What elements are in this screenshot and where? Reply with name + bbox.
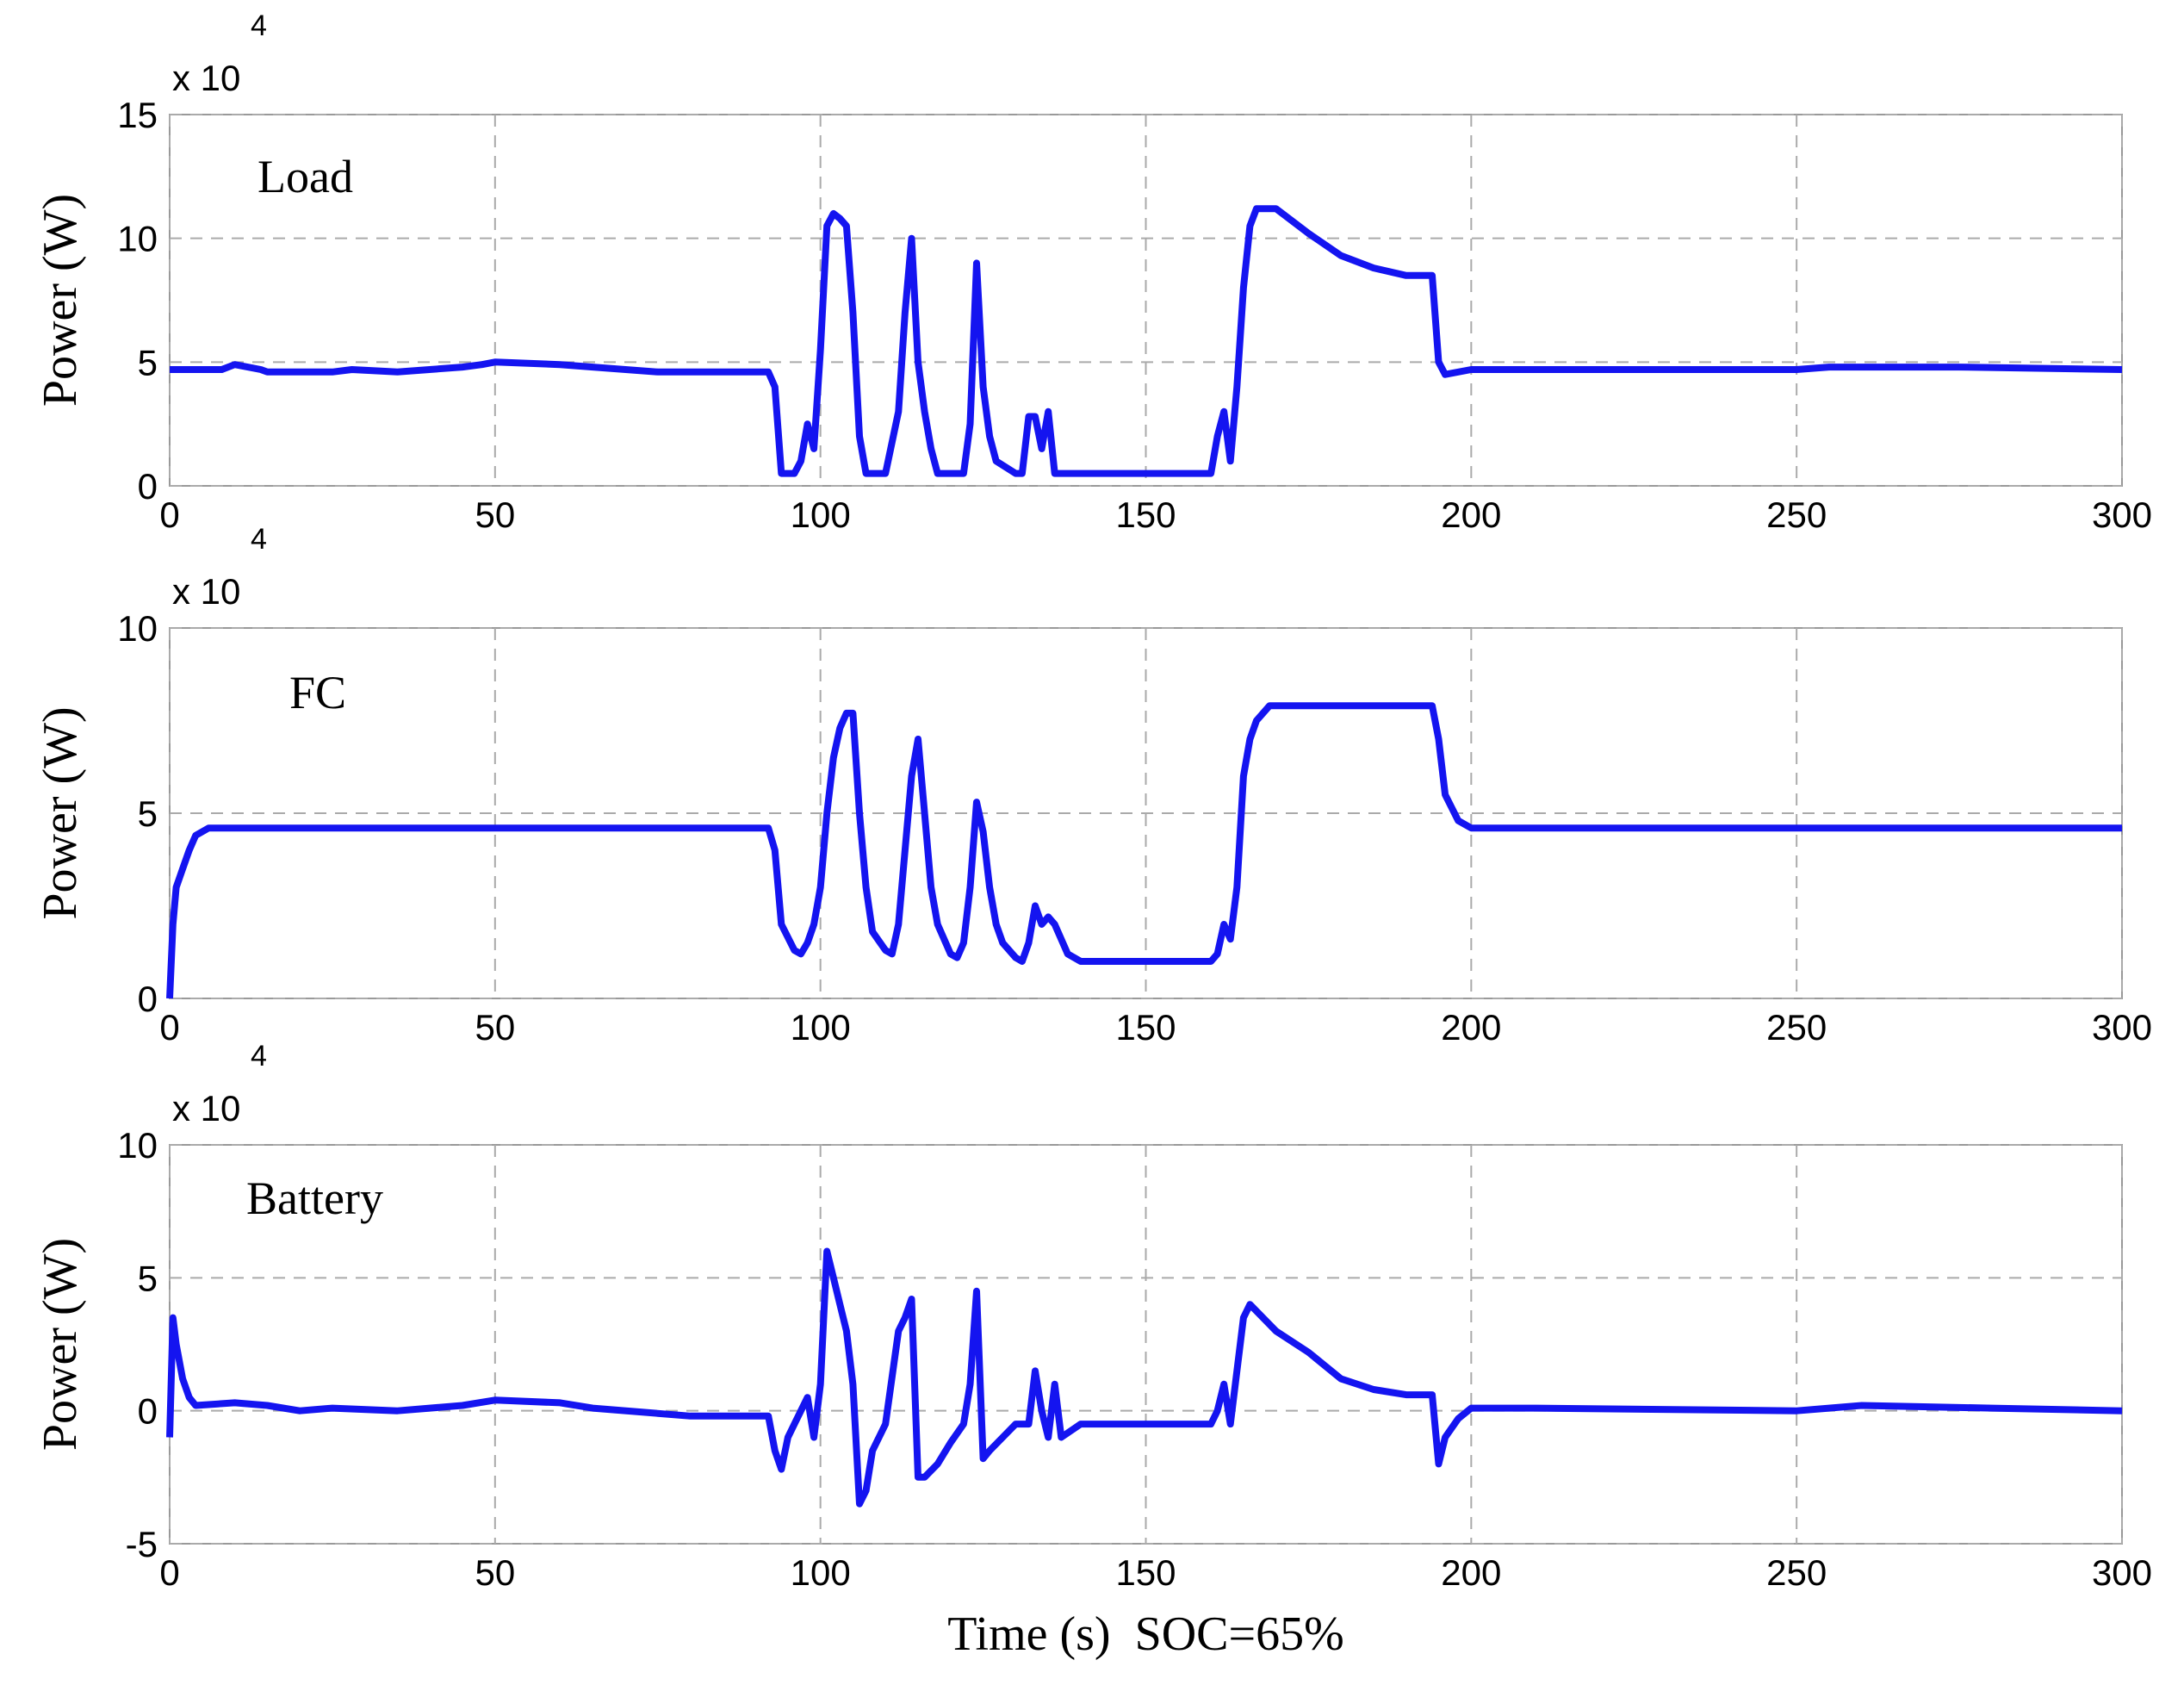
y-axis-label: Power (W) xyxy=(34,194,87,407)
x-tick-label: 200 xyxy=(1441,1007,1501,1048)
x-tick-label: 200 xyxy=(1441,494,1501,535)
x-tick-label: 50 xyxy=(475,494,515,535)
data-line xyxy=(166,702,2122,999)
annotation: FC xyxy=(289,667,346,718)
x-tick-label: 50 xyxy=(475,1007,515,1048)
x-tick-label: 300 xyxy=(2092,494,2152,535)
plot-area xyxy=(169,114,2123,487)
y-tick-label: 0 xyxy=(138,1391,158,1432)
y-multiplier: x 10 xyxy=(172,1088,240,1129)
x-tick-label: 150 xyxy=(1115,1007,1176,1048)
y-tick-label: 5 xyxy=(138,793,158,834)
x-tick-label: 250 xyxy=(1766,494,1827,535)
y-tick-label: 5 xyxy=(138,1258,158,1298)
y-tick-label: 10 xyxy=(117,219,158,259)
x-tick-label: 100 xyxy=(791,1552,851,1593)
data-line xyxy=(166,1247,2123,1508)
x-tick-label: 150 xyxy=(1115,1552,1176,1593)
y-tick-label: 0 xyxy=(138,466,158,507)
y-tick-label: 15 xyxy=(117,95,158,135)
x-tick-label: 0 xyxy=(159,1552,179,1593)
y-tick-label: 5 xyxy=(138,342,158,382)
y-exponent: 4 xyxy=(251,9,267,42)
y-tick-label: 10 xyxy=(117,608,158,649)
y-tick-label: 10 xyxy=(117,1125,158,1166)
y-axis-label: Power (W) xyxy=(34,1238,87,1451)
x-tick-label: 250 xyxy=(1766,1007,1827,1048)
x-tick-label: 300 xyxy=(2092,1007,2152,1048)
x-tick-label: 100 xyxy=(791,494,851,535)
y-tick-label: -5 xyxy=(126,1524,158,1564)
y-exponent: 4 xyxy=(251,523,267,556)
annotation: Battery xyxy=(246,1172,383,1224)
x-tick-label: 0 xyxy=(159,494,179,535)
y-axis-label: Power (W) xyxy=(34,706,87,919)
annotation: Load xyxy=(257,151,353,202)
y-multiplier: x 10 xyxy=(172,571,240,612)
x-tick-label: 200 xyxy=(1441,1552,1501,1593)
data-line xyxy=(170,205,2123,477)
x-tick-label: 300 xyxy=(2092,1552,2152,1593)
x-tick-label: 0 xyxy=(159,1007,179,1048)
x-tick-label: 100 xyxy=(791,1007,851,1048)
x-tick-label: 50 xyxy=(475,1552,515,1593)
x-tick-label: 250 xyxy=(1766,1552,1827,1593)
y-exponent: 4 xyxy=(251,1040,267,1073)
y-tick-label: 0 xyxy=(138,979,158,1019)
y-multiplier: x 10 xyxy=(172,58,240,98)
x-tick-label: 150 xyxy=(1115,494,1176,535)
x-axis-label: Time (s) SOC=65% xyxy=(947,1607,1343,1661)
